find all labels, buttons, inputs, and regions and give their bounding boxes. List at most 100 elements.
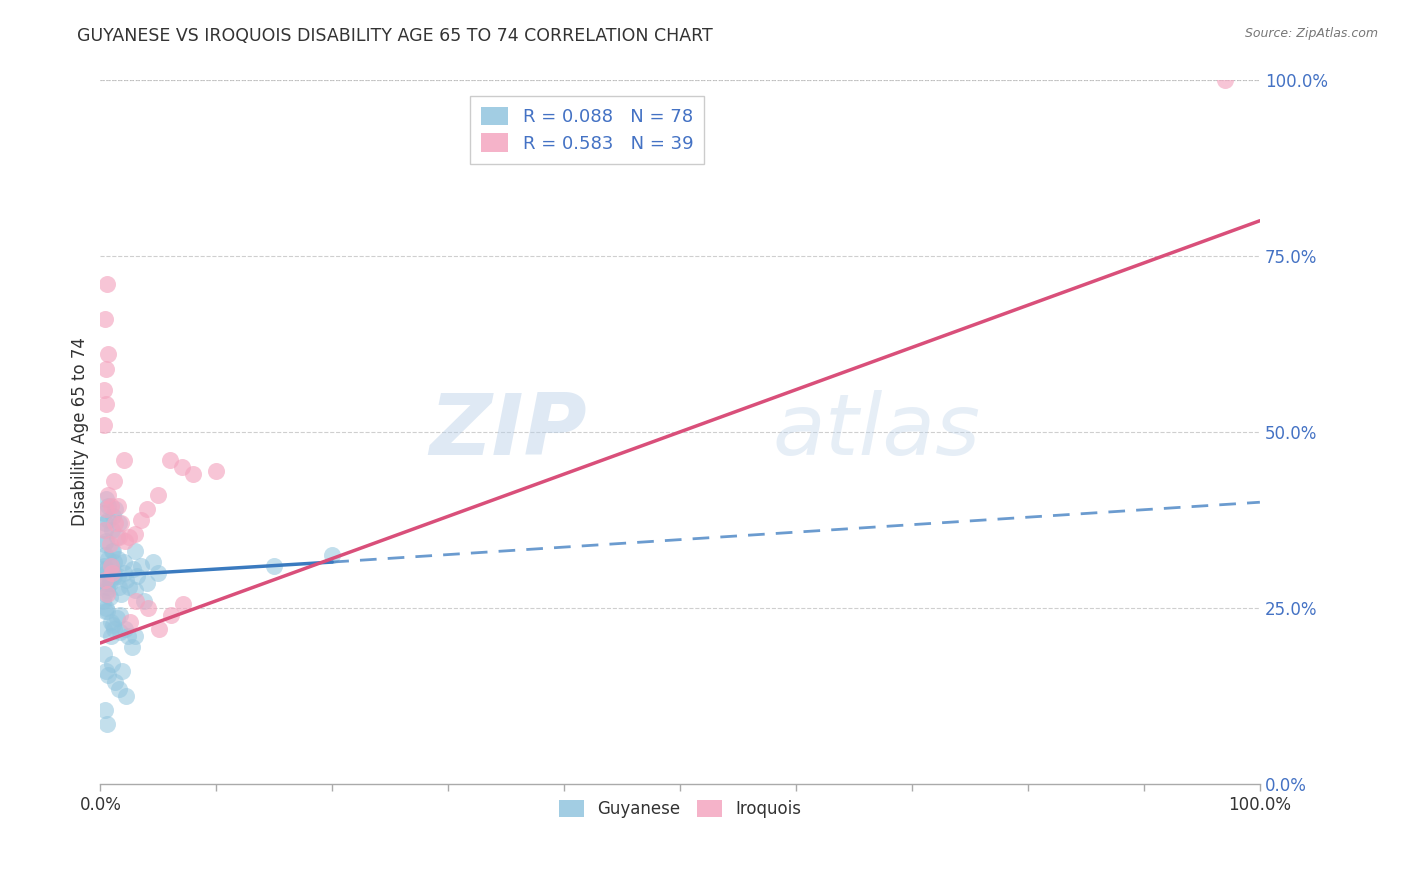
Point xyxy=(112,566,135,580)
Point xyxy=(94,566,117,580)
Legend: Guyanese, Iroquois: Guyanese, Iroquois xyxy=(553,793,808,825)
Point xyxy=(91,593,114,607)
Point xyxy=(129,513,152,527)
Point xyxy=(98,576,121,591)
Point xyxy=(107,499,129,513)
Point xyxy=(135,502,157,516)
Point xyxy=(97,551,120,566)
Point xyxy=(120,615,142,629)
Point xyxy=(141,555,163,569)
Point xyxy=(94,604,117,618)
Point xyxy=(114,622,136,636)
Text: atlas: atlas xyxy=(773,391,981,474)
Point xyxy=(96,580,118,594)
Point xyxy=(103,566,125,580)
Point xyxy=(94,312,117,326)
Point xyxy=(101,566,124,580)
Point xyxy=(103,555,125,569)
Point xyxy=(96,587,118,601)
Point xyxy=(205,464,228,478)
Point xyxy=(93,573,115,587)
Text: Source: ZipAtlas.com: Source: ZipAtlas.com xyxy=(1244,27,1378,40)
Point xyxy=(101,544,124,558)
Point xyxy=(97,513,120,527)
Point xyxy=(94,573,117,587)
Point xyxy=(97,667,120,681)
Point xyxy=(97,499,120,513)
Point xyxy=(115,689,138,703)
Point xyxy=(129,558,152,573)
Point xyxy=(94,533,117,548)
Point xyxy=(110,587,132,601)
Text: ZIP: ZIP xyxy=(430,391,588,474)
Point xyxy=(101,566,124,580)
Point xyxy=(108,625,131,640)
Point xyxy=(100,558,122,573)
Point xyxy=(104,516,127,531)
Point xyxy=(96,717,118,731)
Point xyxy=(124,527,146,541)
Point xyxy=(94,576,117,591)
Y-axis label: Disability Age 65 to 74: Disability Age 65 to 74 xyxy=(72,337,89,526)
Point xyxy=(1213,73,1236,87)
Point xyxy=(98,573,121,587)
Point xyxy=(93,537,115,551)
Point xyxy=(94,664,117,678)
Point xyxy=(108,681,131,696)
Point xyxy=(103,569,125,583)
Point xyxy=(118,580,141,594)
Point xyxy=(96,604,118,618)
Point xyxy=(125,593,148,607)
Point xyxy=(93,647,115,661)
Point xyxy=(124,583,146,598)
Point xyxy=(135,576,157,591)
Point xyxy=(98,591,121,605)
Point xyxy=(108,530,131,544)
Point xyxy=(117,629,139,643)
Point xyxy=(91,562,114,576)
Point xyxy=(94,361,117,376)
Point xyxy=(93,417,115,432)
Point xyxy=(98,537,121,551)
Point xyxy=(101,657,124,672)
Point xyxy=(118,530,141,544)
Point xyxy=(104,502,127,516)
Point xyxy=(108,580,131,594)
Point xyxy=(96,583,118,598)
Point xyxy=(112,453,135,467)
Point xyxy=(94,703,117,717)
Point xyxy=(96,277,118,291)
Point xyxy=(172,597,194,611)
Point xyxy=(93,506,115,520)
Point xyxy=(100,629,122,643)
Point xyxy=(263,558,285,573)
Point xyxy=(94,524,117,538)
Text: GUYANESE VS IROQUOIS DISABILITY AGE 65 TO 74 CORRELATION CHART: GUYANESE VS IROQUOIS DISABILITY AGE 65 T… xyxy=(77,27,713,45)
Point xyxy=(114,533,136,548)
Point xyxy=(94,397,117,411)
Point xyxy=(148,622,170,636)
Point xyxy=(97,488,120,502)
Point xyxy=(94,502,117,516)
Point xyxy=(111,664,134,678)
Point xyxy=(107,569,129,583)
Point xyxy=(160,607,183,622)
Point xyxy=(148,566,170,580)
Point xyxy=(97,347,120,361)
Point xyxy=(100,499,122,513)
Point xyxy=(159,453,181,467)
Point xyxy=(94,548,117,562)
Point xyxy=(181,467,204,481)
Point xyxy=(107,551,129,566)
Point xyxy=(93,524,115,538)
Point xyxy=(101,544,124,558)
Point xyxy=(100,615,122,629)
Point xyxy=(121,640,143,654)
Point xyxy=(93,383,115,397)
Point xyxy=(121,562,143,576)
Point xyxy=(94,562,117,576)
Point xyxy=(108,607,131,622)
Point xyxy=(101,509,124,524)
Point xyxy=(134,593,156,607)
Point xyxy=(105,611,128,625)
